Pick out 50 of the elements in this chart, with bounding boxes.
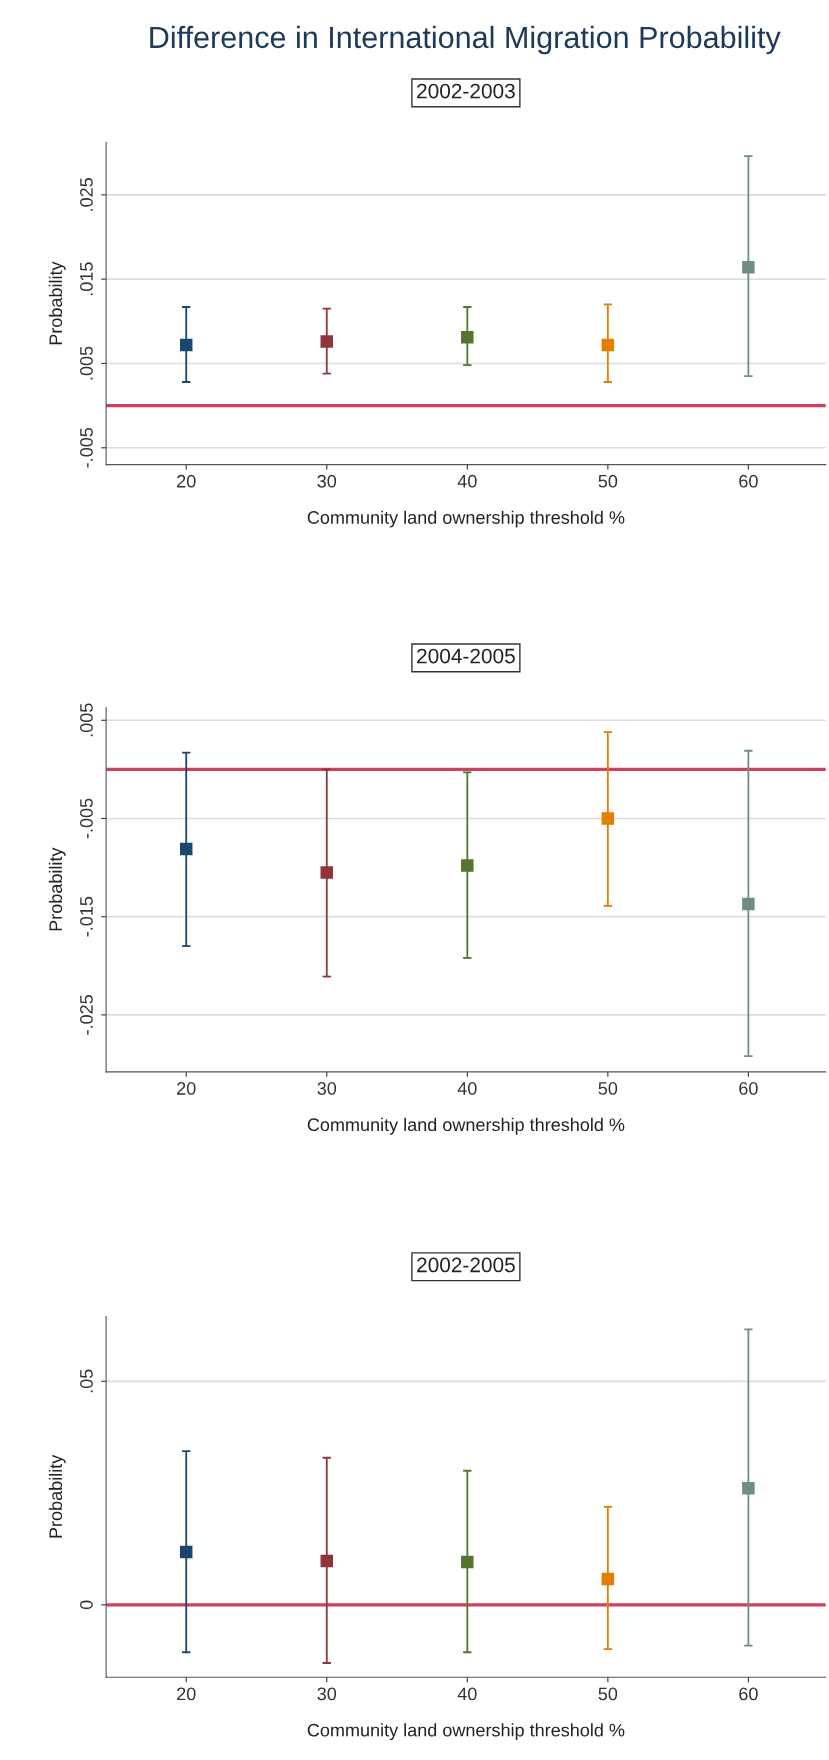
x-axis-title: Community land ownership threshold % — [307, 510, 625, 528]
x-tick-label: 50 — [598, 1082, 618, 1095]
x-tick-label: 40 — [457, 474, 477, 488]
x-tick-label: 60 — [739, 1687, 758, 1701]
y-axis-title: Probability — [48, 847, 66, 931]
y-tick-label: -.005 — [80, 427, 93, 468]
y-tick-label: 0 — [80, 1600, 93, 1610]
y-tick-label: .005 — [80, 346, 93, 380]
x-tick-label: 20 — [177, 1687, 196, 1701]
x-tick-label: 30 — [317, 1082, 337, 1095]
point — [320, 866, 334, 879]
point — [742, 1481, 755, 1495]
point — [742, 897, 755, 911]
x-tick-label: 20 — [177, 1082, 196, 1095]
point — [742, 261, 755, 274]
x-axis-title: Community land ownership threshold % — [307, 1723, 625, 1741]
x-tick-label: 60 — [739, 474, 758, 488]
y-axis-title: Probability — [48, 1454, 66, 1538]
point — [601, 812, 615, 825]
point — [179, 842, 193, 856]
chart-subtitle: 2002-2003 — [417, 83, 515, 99]
x-tick-label: 60 — [739, 1082, 758, 1095]
x-tick-label: 50 — [598, 474, 618, 488]
point — [179, 338, 193, 352]
point — [320, 335, 334, 348]
y-tick-label: .05 — [80, 1369, 93, 1393]
x-tick-label: 30 — [317, 1687, 337, 1701]
chart-subtitle: 2002-2005 — [417, 1257, 515, 1273]
x-tick-label: 20 — [177, 474, 196, 488]
chart-title: Difference in International Migration Probability — [150, 25, 781, 55]
y-tick-label: .015 — [80, 262, 93, 296]
x-axis-title: Community land ownership threshold % — [307, 1117, 625, 1135]
x-tick-label: 50 — [598, 1687, 618, 1701]
point — [320, 1554, 334, 1568]
point — [601, 338, 615, 352]
x-tick-label: 30 — [317, 474, 337, 488]
y-axis-title: Probability — [48, 261, 66, 345]
y-tick-label: -.005 — [80, 798, 93, 839]
point — [461, 859, 474, 872]
y-tick-label: .025 — [80, 178, 93, 211]
point — [461, 331, 474, 344]
point — [601, 1572, 615, 1586]
y-tick-label: .005 — [80, 703, 93, 737]
x-tick-label: 40 — [457, 1687, 477, 1701]
x-tick-label: 40 — [457, 1082, 477, 1095]
y-tick-label: -.025 — [80, 995, 93, 1035]
point — [179, 1545, 193, 1559]
y-tick-label: -.015 — [80, 896, 93, 937]
chart-subtitle: 2004-2005 — [417, 648, 515, 664]
point — [461, 1555, 474, 1569]
